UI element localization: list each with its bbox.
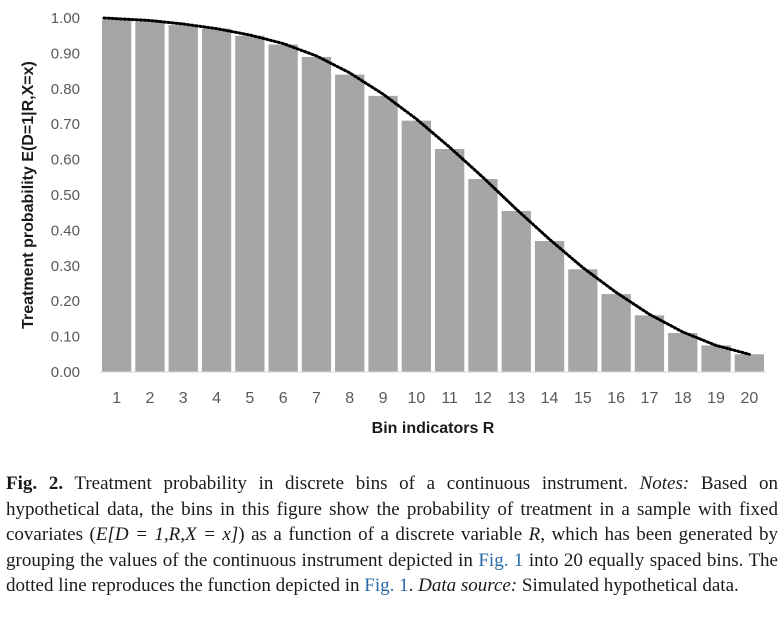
caption-text-2: ) as a function of a discrete variable (238, 524, 529, 545)
x-axis-title: Bin indicators R (372, 420, 495, 437)
caption-notes-label: Notes: (639, 473, 690, 494)
x-tick-label: 17 (641, 390, 659, 407)
x-tick-label: 3 (179, 390, 188, 407)
x-tick-label: 18 (674, 390, 692, 407)
x-tick-label: 14 (541, 390, 559, 407)
y-axis-title: Treatment probability E(D=1|R,X=x) (20, 61, 37, 329)
caption-text-5: . (408, 575, 414, 596)
bar (434, 148, 465, 372)
bar (335, 74, 365, 372)
bar (734, 354, 765, 372)
y-tick-label: 0.50 (51, 187, 80, 204)
y-tick-label: 0.80 (51, 81, 80, 98)
y-tick-label: 1.00 (51, 10, 80, 27)
y-tick-label: 0.90 (51, 45, 80, 62)
bar (568, 269, 598, 372)
x-tick-label: 13 (507, 390, 525, 407)
bar (101, 19, 132, 373)
fig-1-link[interactable]: Fig. 1 (478, 549, 524, 571)
fig-1-link-2[interactable]: Fig. 1 (364, 575, 409, 596)
caption-source-text: Simulated hypothetical data. (521, 575, 739, 596)
bar (668, 333, 698, 372)
bar (501, 210, 531, 372)
bar (468, 179, 498, 372)
bar (701, 345, 731, 372)
bar-chart: 0.00 0.10 0.20 0.30 0.40 0.50 0.60 0.70 0.80 0.90… (20, 10, 766, 437)
x-tick-label: 1 (112, 390, 121, 407)
x-tick-label: 9 (379, 390, 388, 407)
figure-caption: Fig. 2. Treatment probability in discret… (6, 471, 778, 599)
caption-source-label: Data source: (418, 575, 518, 596)
x-tick-label: 8 (345, 390, 354, 407)
bar (534, 241, 565, 372)
caption-label: Fig. 2. (6, 473, 64, 494)
y-tick-labels: 0.00 0.10 0.20 0.30 0.40 0.50 0.60 0.70 0.80 0.90… (51, 10, 80, 381)
y-tick-label: 0.30 (51, 258, 80, 275)
caption-title: Treatment probability in discrete bins o… (74, 473, 628, 494)
bar (601, 294, 631, 372)
bar (368, 95, 398, 372)
bar (634, 315, 665, 372)
bar (201, 28, 232, 373)
y-tick-label: 0.10 (51, 329, 80, 346)
bar (168, 25, 198, 373)
x-tick-label: 20 (740, 390, 758, 407)
x-tick-label: 11 (441, 390, 458, 407)
x-tick-label: 4 (212, 390, 221, 407)
y-tick-label: 0.20 (51, 293, 80, 310)
x-tick-label: 12 (474, 390, 492, 407)
x-tick-label: 5 (245, 390, 254, 407)
caption-formula: E[D = 1,R,X = x] (95, 524, 239, 545)
x-tick-label: 10 (407, 390, 425, 407)
caption-var-r: R (528, 524, 541, 545)
x-tick-label: 6 (279, 390, 288, 407)
bar (301, 56, 332, 372)
bar (268, 44, 298, 373)
bars (101, 19, 765, 373)
bar (135, 21, 165, 372)
y-tick-label: 0.60 (51, 152, 80, 169)
x-tick-label: 7 (312, 390, 321, 407)
bar (401, 120, 432, 372)
y-tick-label: 0.40 (51, 222, 80, 239)
bar (235, 35, 265, 372)
y-tick-label: 0.00 (51, 364, 80, 381)
caption-text-1: Based on hypothetical data, the bins in … (6, 473, 778, 545)
x-tick-label: 2 (145, 390, 154, 407)
x-tick-label: 15 (574, 390, 592, 407)
caption-text-3: , which has been generated by grouping t… (6, 524, 778, 571)
x-tick-labels: 1 2 3 4 5 6 7 8 9 10 11 12 13 14 15 16 17 18 19 20 (112, 390, 758, 407)
x-tick-label: 16 (607, 390, 625, 407)
y-tick-label: 0.70 (51, 116, 80, 133)
x-tick-label: 19 (707, 390, 725, 407)
caption-text-4: into 20 equally spaced bins. The dotted … (6, 549, 778, 597)
dotted-trend-line (102, 16, 751, 356)
